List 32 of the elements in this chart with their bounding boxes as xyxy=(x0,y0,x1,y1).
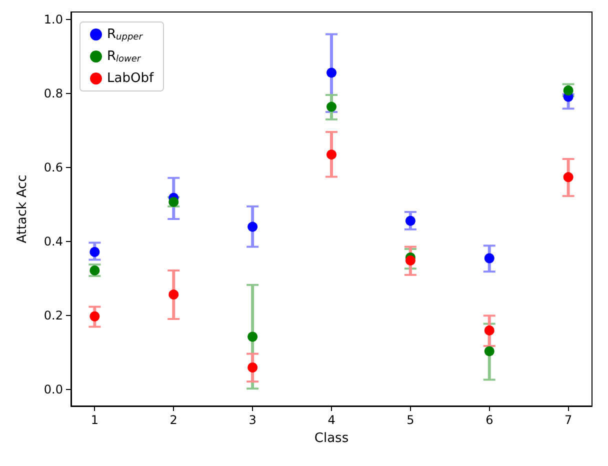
point xyxy=(168,290,179,300)
point xyxy=(484,325,494,336)
point xyxy=(326,68,336,78)
x-axis-title: Class xyxy=(314,431,349,446)
legend-label: LabObf xyxy=(107,71,154,86)
point xyxy=(326,102,336,112)
x-tick-label: 7 xyxy=(564,413,572,427)
point xyxy=(90,311,100,322)
point xyxy=(248,332,258,342)
y-axis-title: Attack Acc xyxy=(15,174,30,244)
point xyxy=(405,216,416,226)
y-tick-label: 0.8 xyxy=(44,86,63,100)
y-tick-label: 0.6 xyxy=(44,160,63,175)
x-tick-label: 6 xyxy=(486,413,494,427)
y-tick-label: 0.2 xyxy=(44,308,63,323)
point xyxy=(405,255,416,266)
y-tick-label: 0.4 xyxy=(44,234,63,249)
point xyxy=(563,86,574,96)
point xyxy=(248,362,258,372)
x-tick-label: 2 xyxy=(170,413,178,427)
point xyxy=(326,150,336,160)
x-tick-label: 1 xyxy=(90,413,98,427)
point xyxy=(484,253,494,264)
y-tick-label: 1.0 xyxy=(44,12,63,26)
point xyxy=(90,246,100,257)
x-tick-label: 4 xyxy=(328,413,336,427)
x-tick-label: 5 xyxy=(406,413,414,427)
y-tick-label: 0.0 xyxy=(44,382,63,397)
point xyxy=(248,222,258,232)
point xyxy=(563,172,574,182)
x-tick-label: 3 xyxy=(248,413,256,427)
point xyxy=(484,346,494,356)
